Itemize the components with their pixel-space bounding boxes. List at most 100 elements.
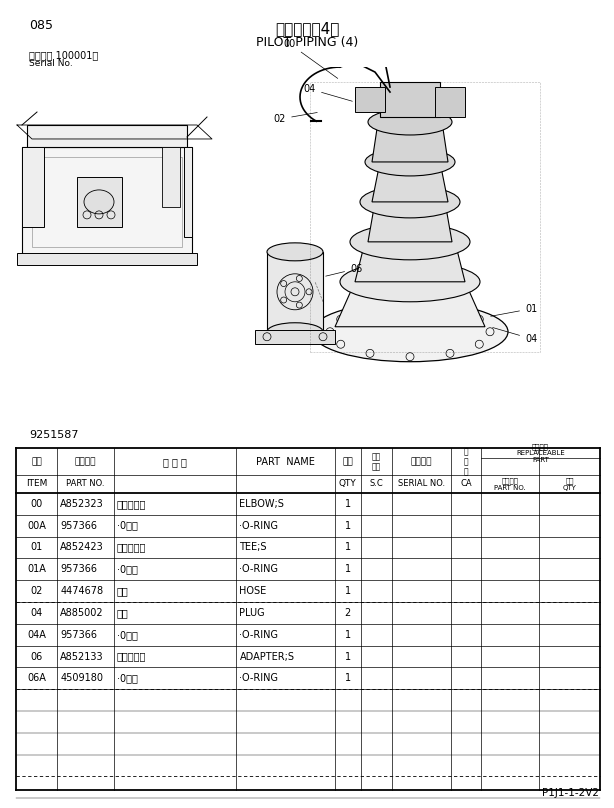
Text: 00: 00 <box>31 499 42 509</box>
Text: 零件图号: 零件图号 <box>74 457 96 466</box>
Text: PART  NAME: PART NAME <box>256 457 315 467</box>
Text: 互
换
性: 互 换 性 <box>464 447 468 477</box>
Text: 02: 02 <box>30 586 43 596</box>
Text: 路塞: 路塞 <box>117 608 128 618</box>
Text: 01A: 01A <box>27 564 46 574</box>
Text: PLUG: PLUG <box>239 608 265 618</box>
Bar <box>267 252 323 332</box>
Text: ·0形圈: ·0形圈 <box>117 673 138 684</box>
Text: 零 件 名: 零 件 名 <box>163 457 187 467</box>
Text: 先导配管（4）: 先导配管（4） <box>275 22 339 36</box>
Bar <box>27 125 187 147</box>
Text: 00: 00 <box>284 39 338 78</box>
Text: A852133: A852133 <box>60 651 104 662</box>
Polygon shape <box>355 242 465 282</box>
Ellipse shape <box>368 109 452 135</box>
Text: 04: 04 <box>31 608 42 618</box>
Text: 三通管接头: 三通管接头 <box>117 542 146 553</box>
Text: ·0形圈: ·0形圈 <box>117 564 138 574</box>
Polygon shape <box>372 122 448 162</box>
Text: 服务
代码: 服务 代码 <box>371 452 381 472</box>
Text: 1: 1 <box>345 499 351 509</box>
Text: 01: 01 <box>491 304 537 316</box>
Text: 4474678: 4474678 <box>60 586 103 596</box>
Text: 06: 06 <box>325 264 362 276</box>
Text: 04: 04 <box>304 84 352 101</box>
Text: 1: 1 <box>345 564 351 574</box>
Text: 01: 01 <box>31 542 42 553</box>
Text: TEE;S: TEE;S <box>239 542 267 553</box>
Text: 适用机号: 适用机号 <box>411 457 432 466</box>
Text: 1: 1 <box>345 520 351 531</box>
Text: Serial No.: Serial No. <box>29 59 73 69</box>
Text: 1: 1 <box>345 651 351 662</box>
Text: ELBOW;S: ELBOW;S <box>239 499 284 509</box>
Ellipse shape <box>360 186 460 218</box>
Text: ·O-RING: ·O-RING <box>239 673 279 684</box>
Text: 零件图号
PART NO.: 零件图号 PART NO. <box>494 478 526 490</box>
Text: 2: 2 <box>344 608 351 618</box>
Text: 数量: 数量 <box>343 457 353 466</box>
Polygon shape <box>335 282 485 326</box>
Text: ADAPTER;S: ADAPTER;S <box>239 651 295 662</box>
Polygon shape <box>372 162 448 202</box>
Text: 02: 02 <box>274 112 317 124</box>
Text: 软管: 软管 <box>117 586 128 596</box>
Text: 数量
QTY: 数量 QTY <box>563 478 577 490</box>
Text: PART NO.: PART NO. <box>66 479 104 489</box>
Bar <box>255 330 335 343</box>
Text: CA: CA <box>460 479 472 489</box>
Text: 9251587: 9251587 <box>29 430 79 440</box>
Bar <box>355 87 385 112</box>
Bar <box>435 87 465 117</box>
Text: 4509180: 4509180 <box>60 673 103 684</box>
Text: 适用机号 100001～: 适用机号 100001～ <box>29 50 99 60</box>
Ellipse shape <box>312 301 508 362</box>
Bar <box>77 177 122 227</box>
Text: 直角管接头: 直角管接头 <box>117 499 146 509</box>
Text: A885002: A885002 <box>60 608 104 618</box>
Text: A852323: A852323 <box>60 499 104 509</box>
Text: 直通管接头: 直通管接头 <box>117 651 146 662</box>
Text: 06: 06 <box>31 651 42 662</box>
Bar <box>162 147 180 207</box>
Ellipse shape <box>340 262 480 301</box>
Ellipse shape <box>365 148 455 176</box>
Polygon shape <box>368 202 452 242</box>
Text: 1: 1 <box>345 629 351 640</box>
Bar <box>22 147 192 257</box>
Ellipse shape <box>267 243 323 261</box>
Text: ·O-RING: ·O-RING <box>239 520 279 531</box>
Text: 957366: 957366 <box>60 520 97 531</box>
Text: 085: 085 <box>29 19 53 32</box>
Text: P1J1-1-2V2: P1J1-1-2V2 <box>542 789 599 798</box>
Text: 06A: 06A <box>27 673 46 684</box>
Bar <box>380 82 440 117</box>
Text: 957366: 957366 <box>60 629 97 640</box>
Text: HOSE: HOSE <box>239 586 266 596</box>
Text: ITEM: ITEM <box>26 479 47 489</box>
Text: 957366: 957366 <box>60 564 97 574</box>
Bar <box>184 147 192 237</box>
Text: 1: 1 <box>345 542 351 553</box>
Text: 04: 04 <box>492 327 537 343</box>
Text: ·0形圈: ·0形圈 <box>117 629 138 640</box>
Text: ·0形圈: ·0形圈 <box>117 520 138 531</box>
Ellipse shape <box>350 224 470 260</box>
Ellipse shape <box>84 190 114 214</box>
Bar <box>32 157 182 247</box>
Text: 00A: 00A <box>27 520 46 531</box>
Text: 1: 1 <box>345 586 351 596</box>
Text: SERIAL NO.: SERIAL NO. <box>398 479 445 489</box>
Text: QTY: QTY <box>339 479 357 489</box>
Text: 1: 1 <box>345 673 351 684</box>
Text: 件号: 件号 <box>31 457 42 466</box>
Text: ·O-RING: ·O-RING <box>239 564 279 574</box>
Text: 替换零件
REPLACEABLE
PART: 替换零件 REPLACEABLE PART <box>516 443 565 463</box>
Text: A852423: A852423 <box>60 542 104 553</box>
Bar <box>22 147 44 227</box>
Text: 04A: 04A <box>27 629 46 640</box>
Text: PILOT PIPING (4): PILOT PIPING (4) <box>256 36 358 48</box>
Ellipse shape <box>267 322 323 341</box>
Text: ·O-RING: ·O-RING <box>239 629 279 640</box>
